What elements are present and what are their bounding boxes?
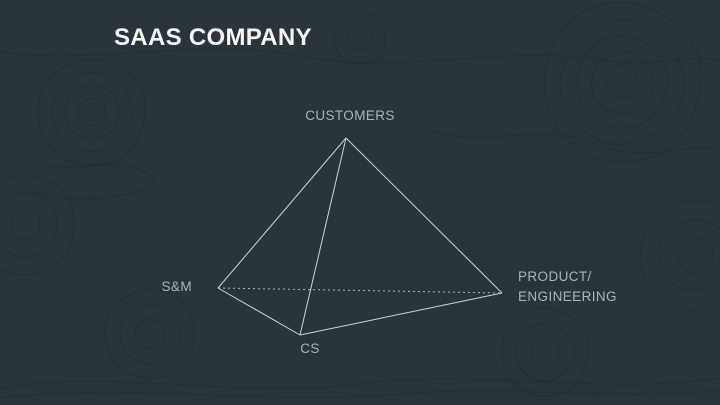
- tetrahedron-edge-customers-product-engineering: [345, 137, 503, 294]
- tetrahedron-edge-sm-cs: [217, 287, 301, 336]
- vertex-label-customers: CUSTOMERS: [305, 108, 395, 123]
- tetrahedron-edge-customers-sm: [217, 137, 347, 289]
- tetrahedron-edge-cs-product-engineering: [299, 292, 503, 336]
- tetrahedron-edge-customers-cs: [299, 137, 347, 336]
- page-title: SAAS COMPANY: [114, 24, 312, 51]
- vertex-label-product-engineering: PRODUCT/ ENGINEERING: [518, 267, 617, 307]
- vertex-label-product-line2: ENGINEERING: [518, 289, 617, 304]
- vertex-label-sm: S&M: [161, 279, 192, 294]
- vertex-label-product-line1: PRODUCT/: [518, 269, 592, 284]
- tetrahedron-edge-sm-product-engineering: [217, 287, 503, 294]
- vertex-label-cs: CS: [300, 341, 320, 356]
